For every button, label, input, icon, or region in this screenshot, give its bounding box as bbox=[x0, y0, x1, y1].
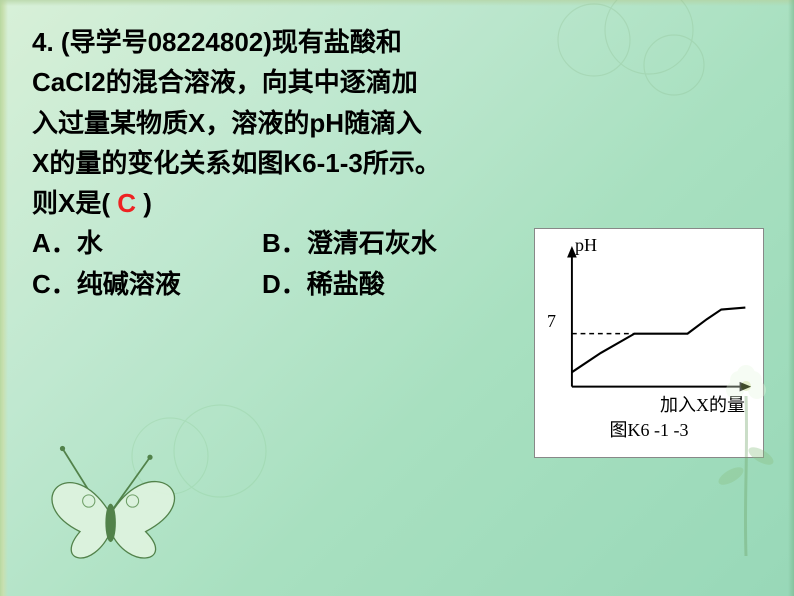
option-b: B．澄清石灰水 bbox=[262, 223, 437, 263]
decoration-circles-top bbox=[554, 0, 714, 100]
butterfly-icon bbox=[25, 431, 205, 571]
flower-decoration bbox=[706, 356, 786, 556]
stem-line5-suffix: ) bbox=[143, 188, 152, 218]
options-block: A．水 B．澄清石灰水 C．纯碱溶液 D．稀盐酸 bbox=[32, 223, 532, 304]
answer-letter: C bbox=[117, 188, 136, 218]
slide-border-right bbox=[788, 0, 794, 596]
question-text: 4. (导学号08224802)现有盐酸和 CaCl2的混合溶液，向其中逐滴加 … bbox=[32, 22, 532, 223]
question-id: (导学号08224802) bbox=[61, 27, 272, 57]
slide-border-left bbox=[0, 0, 8, 596]
question-number: 4. bbox=[32, 27, 54, 57]
option-row-2: C．纯碱溶液 D．稀盐酸 bbox=[32, 264, 532, 304]
y-axis-label: pH bbox=[575, 235, 597, 256]
option-a: A．水 bbox=[32, 223, 262, 263]
question-block: 4. (导学号08224802)现有盐酸和 CaCl2的混合溶液，向其中逐滴加 … bbox=[32, 22, 532, 304]
option-c: C．纯碱溶液 bbox=[32, 264, 262, 304]
option-d: D．稀盐酸 bbox=[262, 264, 385, 304]
y-tick-7: 7 bbox=[547, 311, 556, 332]
stem-line3: 入过量某物质X，溶液的pH随滴入 bbox=[32, 108, 422, 138]
stem-line5-prefix: 则X是( bbox=[32, 188, 110, 218]
stem-line2: CaCl2的混合溶液，向其中逐滴加 bbox=[32, 67, 418, 97]
stem-line4: X的量的变化关系如图K6-1-3所示。 bbox=[32, 148, 441, 178]
stem-line1: 现有盐酸和 bbox=[272, 27, 402, 57]
option-row-1: A．水 B．澄清石灰水 bbox=[32, 223, 532, 263]
